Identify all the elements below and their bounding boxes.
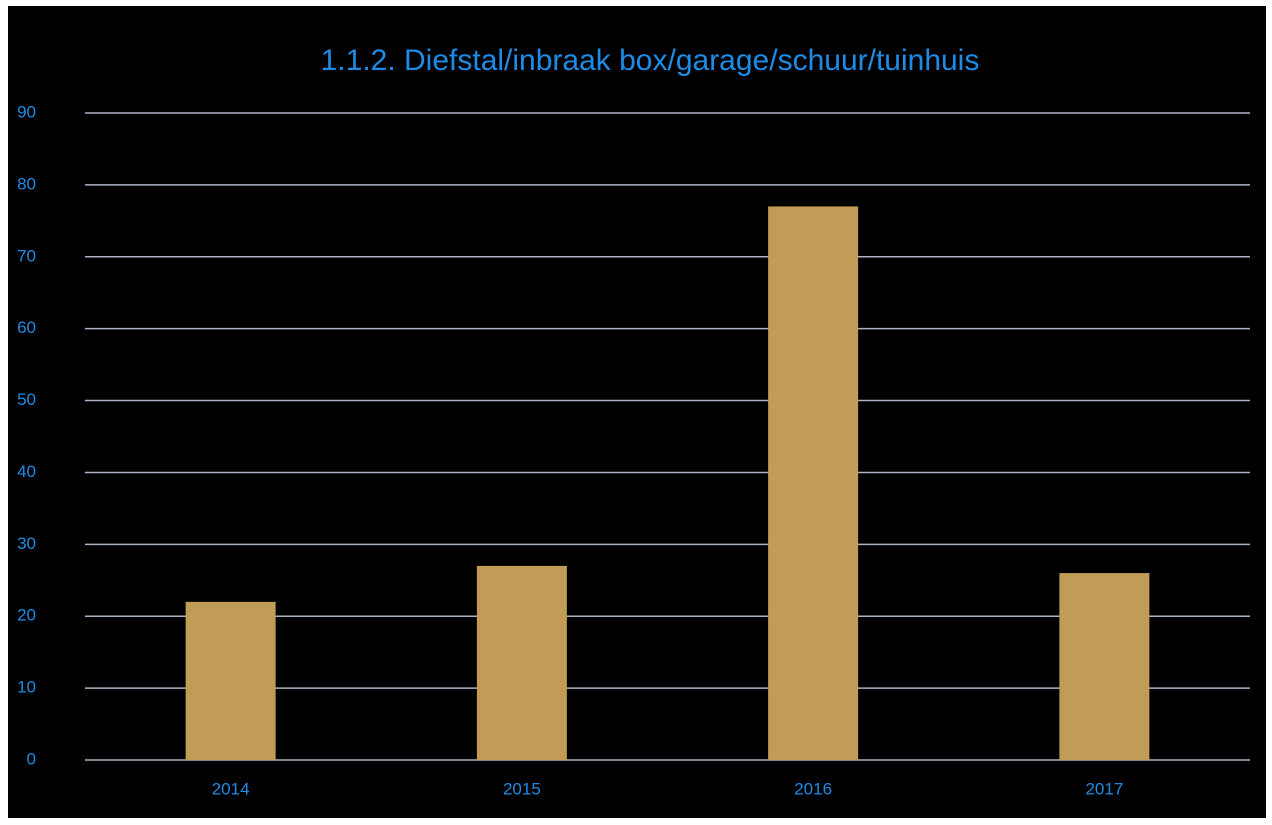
y-tick-label: 20 [17,606,36,625]
y-tick-label: 10 [17,678,36,697]
y-tick-label: 70 [17,246,36,265]
bar [768,206,859,760]
x-tick-label: 2015 [503,779,541,798]
bar [476,565,567,760]
chart-title: 1.1.2. Diefstal/inbraak box/garage/schuu… [321,44,980,77]
y-tick-label: 60 [17,318,36,337]
y-tick-label: 40 [17,462,36,481]
x-tick-label: 2014 [212,779,250,798]
x-tick-label: 2016 [794,779,832,798]
x-tick-label: 2017 [1085,779,1123,798]
y-tick-label: 0 [27,749,36,768]
bar [1059,573,1150,760]
y-tick-label: 90 [17,102,36,121]
y-tick-label: 30 [17,534,36,553]
y-tick-label: 50 [17,390,36,409]
y-tick-label: 80 [17,174,36,193]
bar [185,601,276,760]
